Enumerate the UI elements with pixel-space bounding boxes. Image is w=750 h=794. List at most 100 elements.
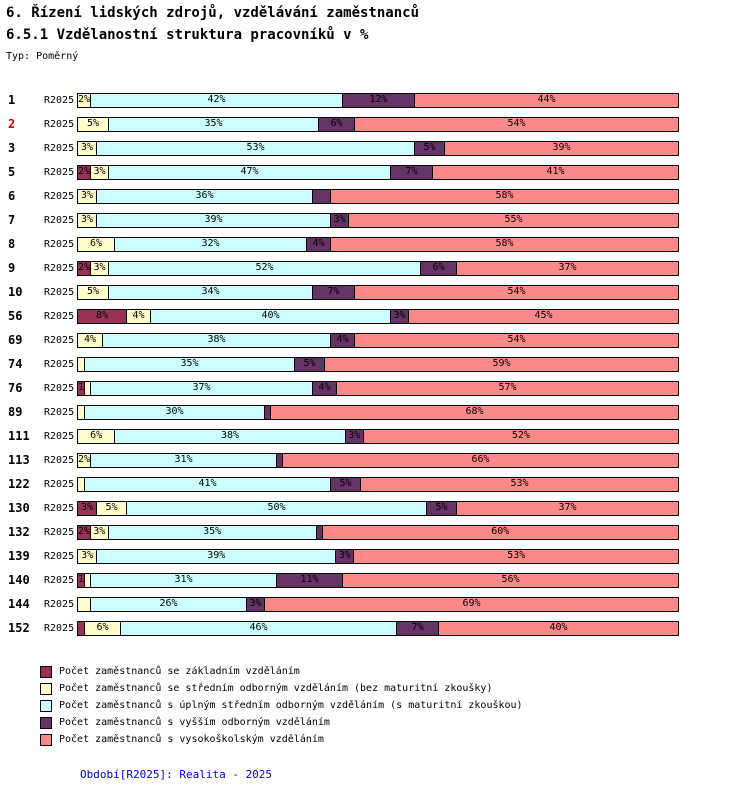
row-period-label: R2025 [44,622,75,634]
bar-segment-label: 2% [77,454,91,465]
chart-row: 144 R2025 26% 3% 69% [0,592,750,616]
bar-segment-vyssi_odborne [312,189,330,203]
bar-segment-label: 41% [198,478,217,489]
row-id-label: 10 [8,285,23,299]
stacked-bar: 2% 3% 47% 7% 41% [77,164,679,180]
row-id-label: 8 [8,237,16,251]
bar-segment-label: 6% [330,118,343,129]
bar-segment-uplne_stredni_s_maturitou: 52% [108,261,420,275]
row-id-label: 140 [8,573,30,587]
bar-segment-label: 3% [393,310,406,321]
bar-segment-label: 6% [96,622,109,633]
bar-segment-uplne_stredni_s_maturitou: 35% [107,525,316,539]
bar-segment-vysokoskolske: 57% [336,381,678,395]
row-period-label: R2025 [44,262,75,274]
bar-segment-vysokoskolske: 39% [444,141,678,155]
row-period-label: R2025 [44,118,75,130]
bar-segment-vysokoskolske: 45% [408,309,678,323]
bar-segment-label: 66% [471,454,490,465]
bar-segment-zakladni: 1 [77,573,85,587]
bar-segment-label: 53% [507,550,526,561]
bar-segment-label: 38% [207,334,226,345]
bar-segment-label: 54% [507,334,526,345]
legend-swatch-vyssi_odborne [40,716,52,729]
bar-segment-label: 40% [549,622,568,633]
row-period-label: R2025 [44,382,75,394]
stacked-bar: 3% 39% 3% 55% [77,212,679,228]
bar-segment-label: 6% [89,238,103,249]
bar-segment-vyssi_odborne: 4% [330,333,354,347]
bar-segment-vyssi_odborne: 3% [246,597,264,611]
bar-segment-label: 1 [77,574,85,585]
bar-segment-vyssi_odborne: 3% [335,549,354,563]
row-id-label: 139 [8,549,30,563]
bar-segment-stredni_bez_maturity: 5% [78,117,108,131]
bar-segment-label: 39% [552,142,571,153]
legend-label: Počet zaměstnanců s úplným středním odbo… [59,700,523,711]
bar-segment-stredni_bez_maturity [78,597,90,611]
bar-segment-stredni_bez_maturity [78,405,84,419]
bar-segment-label: 5% [303,358,316,369]
bar-segment-stredni_bez_maturity: 3% [78,141,96,155]
chart-row: 10 R2025 5% 34% 7% 54% [0,280,750,304]
bar-segment-label: 37% [192,382,211,393]
bar-segment-label: 3% [333,214,346,225]
bar-segment-label: 7% [411,622,424,633]
bar-segment-vyssi_odborne: 11% [276,573,342,587]
bar-segment-stredni_bez_maturity: 3% [78,549,97,563]
stacked-bar: 2% 42% 12% 44% [77,92,679,108]
row-period-label: R2025 [44,430,75,442]
chart-row: 8 R2025 6% 32% 4% 58% [0,232,750,256]
stacked-bar: 30% 68% [77,404,679,420]
bar-segment-vysokoskolske: 55% [348,213,678,227]
bar-segment-vysokoskolske: 54% [354,333,678,347]
bar-segment-label: 36% [195,190,214,201]
stacked-bar: 2% 3% 35% 60% [77,524,679,540]
bar-segment-vysokoskolske: 37% [456,261,678,275]
bar-segment-label: 55% [504,214,523,225]
bar-segment-label: 39% [204,214,223,225]
bar-segment-vyssi_odborne: 6% [318,117,354,131]
bar-segment-label: 45% [534,310,553,321]
bar-segment-label: 30% [165,406,184,417]
chart-type-label: Typ: Poměrný [6,51,79,62]
row-id-label: 74 [8,357,23,371]
bar-segment-label: 3% [80,142,94,153]
row-period-label: R2025 [44,190,75,202]
chart-row: 5 R2025 2% 3% 47% 7% 41% [0,160,750,184]
bar-segment-label: 59% [492,358,511,369]
row-id-label: 122 [8,477,30,491]
row-period-label: R2025 [44,502,75,514]
row-id-label: 6 [8,189,16,203]
bar-segment-vyssi_odborne: 7% [396,621,438,635]
bar-segment-stredni_bez_maturity: 4% [126,309,150,323]
bar-segment-stredni_bez_maturity: 6% [84,621,120,635]
bar-segment-vysokoskolske: 66% [282,453,678,467]
bar-segment-label: 37% [558,502,577,513]
bar-segment-label: 35% [180,358,199,369]
bar-segment-label: 58% [495,190,514,201]
bar-segment-label: 52% [511,430,530,441]
bar-segment-stredni_bez_maturity [84,573,90,587]
row-id-label: 2 [8,117,16,131]
chart-row: 69 R2025 4% 38% 4% 54% [0,328,750,352]
row-id-label: 111 [8,429,30,443]
bar-segment-vysokoskolske: 60% [321,525,678,539]
bar-segment-label: 2% [77,94,91,105]
bar-segment-vyssi_odborne [315,525,322,539]
row-period-label: R2025 [44,214,75,226]
bar-segment-label: 44% [537,94,556,105]
bar-segment-label: 4% [336,334,349,345]
bar-segment-label: 3% [80,190,94,201]
bar-segment-vyssi_odborne: 3% [330,213,348,227]
bar-segment-label: 32% [201,238,220,249]
bar-segment-uplne_stredni_s_maturitou: 36% [96,189,312,203]
bar-segment-label: 11% [300,574,319,585]
bar-segment-label: 3% [348,430,361,441]
bar-segment-zakladni: 2% [78,261,90,275]
bar-segment-vysokoskolske: 44% [414,93,678,107]
bar-segment-vyssi_odborne: 5% [294,357,324,371]
row-period-label: R2025 [44,478,75,490]
bar-segment-vysokoskolske: 54% [354,285,678,299]
legend-item: Počet zaměstnanců se základním vzděláním [40,663,523,680]
